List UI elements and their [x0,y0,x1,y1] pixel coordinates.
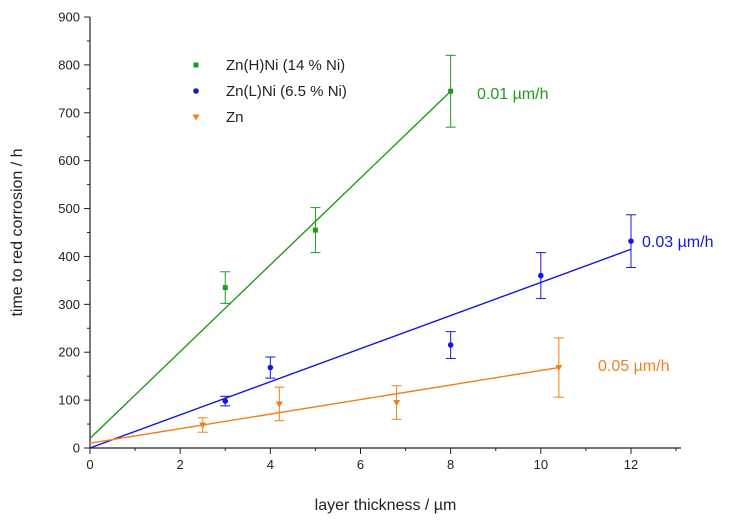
x-axis-title: layer thickness / µm [315,497,457,514]
marker [312,227,318,233]
legend-marker [193,62,199,68]
data-points [197,54,636,433]
x-tick-label: 0 [86,457,93,472]
data-point-series-3 [274,386,285,422]
data-point-series-2 [535,252,546,300]
legend-entry-label: Zn(H)Ni (14 % Ni) [226,57,345,74]
data-point-series-2 [445,331,456,359]
marker [222,398,229,404]
y-tick-label: 800 [58,57,80,72]
y-tick-label: 300 [58,297,80,312]
rate-label: 0.05 µm/h [598,358,669,375]
legend-entry-label: Zn [226,109,244,126]
axes: 0 2 4 6 8 10 12 0 100 200 300 400 500 600 700 800 900 [58,10,681,472]
fit-line-series-1 [89,90,452,439]
rate-label: 0.03 µm/h [642,234,713,251]
legend-marker [192,114,200,121]
y-tick-label: 500 [58,201,80,216]
data-point-series-1 [310,207,321,254]
y-tick-label: 900 [58,10,80,25]
data-point-series-3 [391,385,402,420]
x-tick-label: 6 [357,457,364,472]
legend-entry-label: Zn(L)Ni (6.5 % Ni) [226,83,347,100]
data-point-series-3 [553,337,564,398]
fit-lines [89,90,632,449]
y-tick-label: 400 [58,249,80,264]
marker [538,272,544,279]
data-point-series-2 [220,395,231,407]
legend-marker [193,88,199,94]
x-tick-label: 8 [447,457,454,472]
rate-labels: 0.01 µm/h 0.03 µm/h 0.05 µm/h [477,86,713,375]
rate-label: 0.01 µm/h [477,86,548,103]
fit-line-series-2 [89,248,632,449]
data-point-series-1 [220,271,231,304]
marker [447,342,454,348]
x-tick-label: 10 [534,457,548,472]
marker [628,238,634,244]
legend: Zn(H)Ni (14 % Ni) Zn(L)Ni (6.5 % Ni) Zn [192,57,347,126]
marker [393,400,401,407]
data-point-series-2 [265,356,276,379]
fit-line-series-3 [89,366,559,444]
y-tick-label: 0 [73,441,80,456]
marker [555,365,563,372]
x-tick-label: 2 [177,457,184,472]
marker [267,364,274,371]
y-tick-label: 600 [58,153,80,168]
x-tick-label: 4 [267,457,274,472]
x-tick-label: 12 [624,457,638,472]
data-point-series-1 [445,54,456,128]
marker [275,401,283,408]
data-point-series-3 [197,417,208,433]
marker [222,285,228,291]
y-tick-label: 100 [58,393,80,408]
y-tick-label: 700 [58,105,80,120]
marker [199,422,207,429]
data-point-series-2 [626,214,636,268]
y-axis-title: time to red corrosion / h [9,148,26,316]
y-tick-label: 200 [58,345,80,360]
marker [448,88,454,94]
